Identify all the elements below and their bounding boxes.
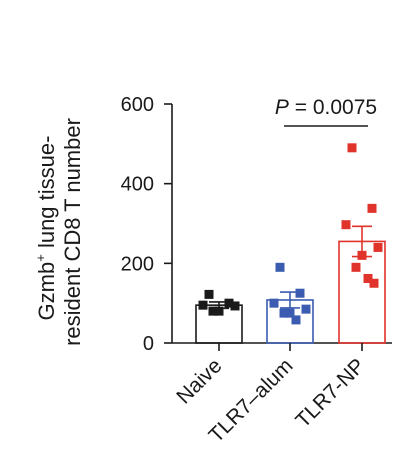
x-tick-label: TLR7-NP (291, 354, 369, 432)
y-axis-title-line2: resident CD8 T number (60, 118, 85, 346)
y-tick-label: 200 (121, 253, 154, 275)
data-point (230, 301, 240, 311)
data-point (373, 242, 383, 252)
data-point (341, 220, 351, 230)
axes: 0 200 400 600 (121, 94, 392, 355)
data-point (285, 308, 295, 318)
data-point (269, 298, 279, 308)
data-point (357, 250, 367, 260)
error-bars (209, 225, 372, 310)
data-point (301, 304, 311, 314)
y-axis-title: Gzmb+ lung tissue- resident CD8 T number (33, 118, 85, 346)
data-point (275, 262, 285, 272)
y-axis-title-superscript: + (33, 254, 48, 262)
data-point (367, 203, 377, 213)
data-points (198, 143, 383, 325)
data-point (198, 300, 208, 310)
data-point (224, 298, 234, 308)
data-point (279, 308, 289, 318)
y-tick-label: 400 (121, 174, 154, 196)
data-point (295, 288, 305, 298)
data-point (351, 262, 361, 272)
significance-annotation: P = 0.0075 (275, 96, 377, 127)
x-tick-label: Naive (172, 354, 226, 408)
data-point (204, 289, 214, 299)
y-tick-label: 600 (121, 94, 154, 116)
data-point (214, 306, 224, 316)
data-point (363, 273, 373, 283)
y-axis-title-line1: Gzmb+ lung tissue- (33, 136, 59, 321)
data-point (347, 143, 357, 153)
data-point (208, 306, 218, 316)
p-value-label: P = 0.0075 (275, 96, 377, 119)
y-tick-label: 0 (143, 333, 154, 355)
data-point (369, 278, 379, 288)
data-point (291, 315, 301, 325)
